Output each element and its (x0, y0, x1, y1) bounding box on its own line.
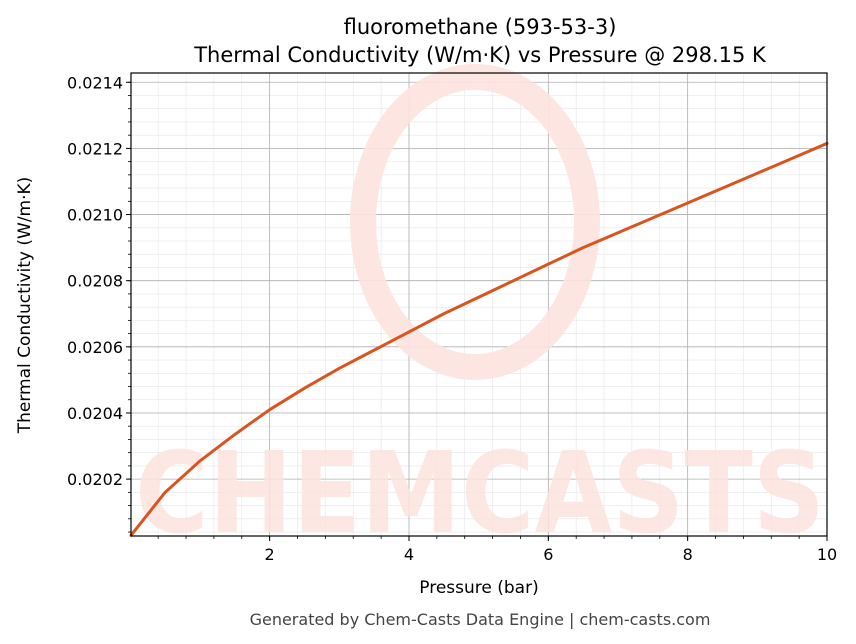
watermark-logo-text: CHEMCASTS (135, 429, 825, 559)
chart-subtitle: Thermal Conductivity (W/m·K) vs Pressure… (193, 43, 767, 67)
chemcasts-watermark: CHEMCASTS (135, 64, 825, 559)
y-tick-label: 0.0210 (67, 206, 123, 225)
watermark-ring (350, 64, 600, 380)
major-grid (131, 73, 827, 536)
x-tick-label: 4 (404, 545, 414, 564)
y-tick-label: 0.0204 (67, 404, 123, 423)
x-tick-label: 8 (683, 545, 693, 564)
footer-credit: Generated by Chem-Casts Data Engine | ch… (250, 610, 711, 629)
x-tick-label: 2 (265, 545, 275, 564)
plot-frame (130, 72, 828, 537)
y-tick-label: 0.0214 (67, 73, 123, 92)
series-line-thermal-conductivity (129, 141, 829, 537)
y-axis-label: Thermal Conductivity (W/m·K) (15, 177, 35, 435)
axis-ticks (126, 81, 828, 541)
x-tick-label: 10 (817, 545, 837, 564)
y-tick-label: 0.0202 (67, 470, 123, 489)
y-tick-label: 0.0208 (67, 272, 123, 291)
chart-title: fluoromethane (593-53-3) (344, 15, 617, 39)
y-tick-labels: 0.0202 0.0204 0.0206 0.0208 0.0210 0.0212 0.02… (67, 73, 123, 489)
x-tick-label: 6 (543, 545, 553, 564)
y-tick-label: 0.0212 (67, 139, 123, 158)
y-tick-label: 0.0206 (67, 338, 123, 357)
series-layer (129, 141, 829, 537)
x-axis-label: Pressure (bar) (419, 578, 538, 598)
x-tick-labels: 2 4 6 8 10 (265, 545, 838, 564)
